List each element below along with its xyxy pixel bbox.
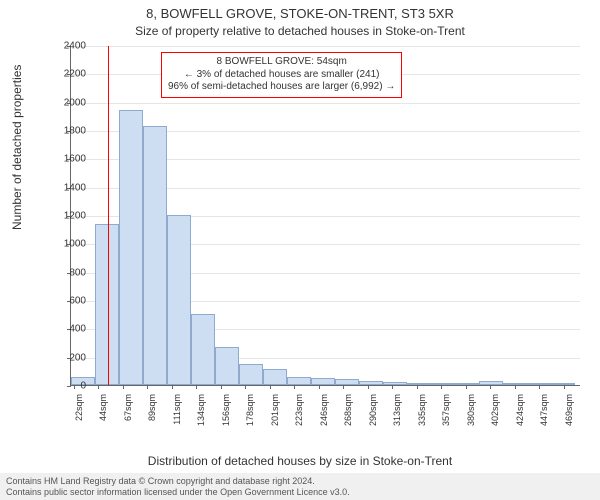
x-tick-label: 380sqm bbox=[466, 394, 476, 444]
x-tick-label: 290sqm bbox=[368, 394, 378, 444]
x-tick-label: 246sqm bbox=[319, 394, 329, 444]
chart-container: 8, BOWFELL GROVE, STOKE-ON-TRENT, ST3 5X… bbox=[0, 0, 600, 500]
x-tick-label: 402sqm bbox=[490, 394, 500, 444]
x-tick-label: 313sqm bbox=[392, 394, 402, 444]
x-tick-mark bbox=[245, 385, 246, 389]
x-tick-mark bbox=[368, 385, 369, 389]
histogram-bar bbox=[287, 377, 311, 386]
histogram-bar bbox=[479, 381, 503, 385]
attribution-footer: Contains HM Land Registry data © Crown c… bbox=[0, 473, 600, 500]
x-tick-mark bbox=[98, 385, 99, 389]
x-tick-label: 44sqm bbox=[98, 394, 108, 444]
histogram-bar bbox=[119, 110, 143, 385]
y-tick-label: 800 bbox=[46, 267, 86, 278]
x-tick-mark bbox=[466, 385, 467, 389]
histogram-bar bbox=[551, 383, 575, 385]
x-tick-label: 178sqm bbox=[245, 394, 255, 444]
x-tick-label: 201sqm bbox=[270, 394, 280, 444]
y-tick-label: 200 bbox=[46, 352, 86, 363]
histogram-bar bbox=[143, 126, 167, 385]
gridline bbox=[71, 46, 580, 47]
x-tick-mark bbox=[221, 385, 222, 389]
x-tick-mark bbox=[490, 385, 491, 389]
x-tick-mark bbox=[441, 385, 442, 389]
x-tick-label: 89sqm bbox=[147, 394, 157, 444]
x-tick-mark bbox=[564, 385, 565, 389]
x-tick-label: 447sqm bbox=[539, 394, 549, 444]
y-tick-label: 1800 bbox=[46, 126, 86, 137]
y-tick-label: 1200 bbox=[46, 211, 86, 222]
histogram-bar bbox=[407, 383, 431, 385]
histogram-bar bbox=[95, 224, 119, 386]
chart-title-sub: Size of property relative to detached ho… bbox=[0, 24, 600, 38]
histogram-bar bbox=[167, 215, 191, 385]
histogram-bar bbox=[239, 364, 263, 385]
histogram-bar bbox=[215, 347, 239, 385]
x-tick-label: 357sqm bbox=[441, 394, 451, 444]
footer-line-2: Contains public sector information licen… bbox=[6, 487, 594, 497]
x-tick-mark bbox=[417, 385, 418, 389]
x-tick-label: 268sqm bbox=[343, 394, 353, 444]
x-tick-mark bbox=[319, 385, 320, 389]
x-tick-mark bbox=[172, 385, 173, 389]
y-axis-label: Number of detached properties bbox=[10, 65, 24, 230]
x-tick-mark bbox=[294, 385, 295, 389]
reference-line bbox=[108, 46, 109, 385]
y-tick-label: 600 bbox=[46, 296, 86, 307]
x-tick-mark bbox=[196, 385, 197, 389]
x-tick-label: 22sqm bbox=[74, 394, 84, 444]
y-tick-label: 2200 bbox=[46, 69, 86, 80]
info-box: 8 BOWFELL GROVE: 54sqm← 3% of detached h… bbox=[161, 52, 402, 98]
histogram-bar bbox=[359, 381, 383, 385]
footer-line-1: Contains HM Land Registry data © Crown c… bbox=[6, 476, 594, 486]
histogram-bar bbox=[455, 383, 479, 385]
x-tick-mark bbox=[270, 385, 271, 389]
info-box-line: 96% of semi-detached houses are larger (… bbox=[168, 81, 395, 94]
histogram-bar bbox=[383, 382, 407, 385]
histogram-bar bbox=[263, 369, 287, 385]
y-tick-label: 1600 bbox=[46, 154, 86, 165]
x-tick-mark bbox=[123, 385, 124, 389]
histogram-bar bbox=[311, 378, 335, 385]
x-tick-label: 134sqm bbox=[196, 394, 206, 444]
y-tick-label: 1400 bbox=[46, 182, 86, 193]
y-tick-label: 0 bbox=[46, 381, 86, 392]
x-tick-mark bbox=[515, 385, 516, 389]
y-tick-label: 400 bbox=[46, 324, 86, 335]
x-tick-label: 67sqm bbox=[123, 394, 133, 444]
x-axis-label: Distribution of detached houses by size … bbox=[0, 454, 600, 468]
y-tick-label: 2000 bbox=[46, 97, 86, 108]
x-tick-label: 156sqm bbox=[221, 394, 231, 444]
x-tick-mark bbox=[147, 385, 148, 389]
x-tick-label: 335sqm bbox=[417, 394, 427, 444]
info-box-line: 8 BOWFELL GROVE: 54sqm bbox=[168, 56, 395, 69]
histogram-bar bbox=[191, 314, 215, 385]
chart-title-main: 8, BOWFELL GROVE, STOKE-ON-TRENT, ST3 5X… bbox=[0, 6, 600, 21]
histogram-bar bbox=[335, 379, 359, 385]
histogram-bar bbox=[431, 383, 455, 385]
x-tick-mark bbox=[539, 385, 540, 389]
x-tick-label: 424sqm bbox=[515, 394, 525, 444]
plot-area: 8 BOWFELL GROVE: 54sqm← 3% of detached h… bbox=[70, 46, 580, 386]
info-box-line: ← 3% of detached houses are smaller (241… bbox=[168, 69, 395, 82]
gridline bbox=[71, 103, 580, 104]
y-tick-label: 1000 bbox=[46, 239, 86, 250]
x-tick-label: 223sqm bbox=[294, 394, 304, 444]
x-tick-mark bbox=[343, 385, 344, 389]
x-tick-label: 111sqm bbox=[172, 394, 182, 444]
x-tick-mark bbox=[392, 385, 393, 389]
x-tick-label: 469sqm bbox=[564, 394, 574, 444]
y-tick-label: 2400 bbox=[46, 41, 86, 52]
